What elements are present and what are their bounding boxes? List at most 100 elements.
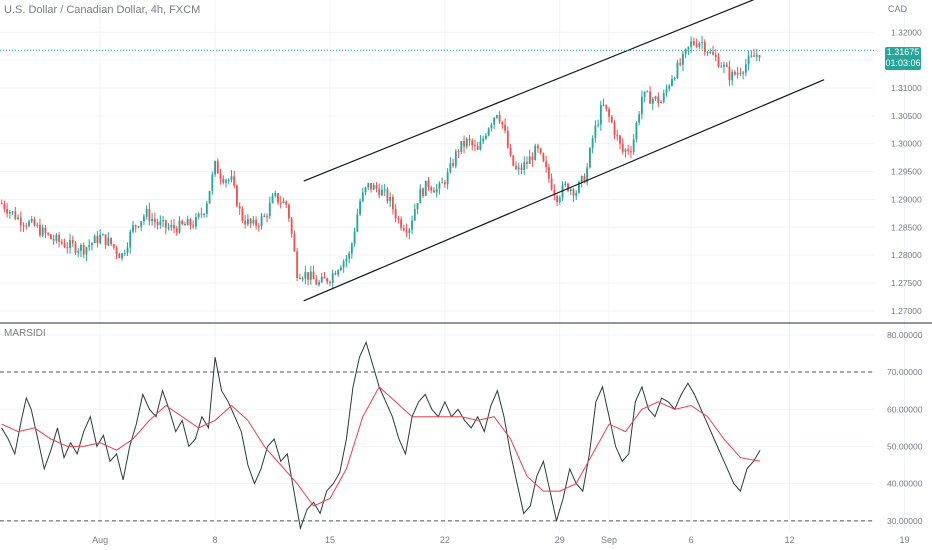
candle-body — [263, 215, 266, 217]
candle-body — [266, 215, 268, 217]
candle-body — [246, 218, 249, 225]
candle-body — [244, 220, 247, 225]
candle-body — [422, 188, 424, 196]
candle-body — [293, 233, 296, 252]
x-tick-label: 12 — [785, 535, 795, 545]
x-tick-label: 15 — [325, 535, 335, 545]
candle-body — [225, 180, 227, 183]
candle-body — [58, 235, 61, 242]
candle-body — [635, 122, 638, 140]
candle-body — [602, 104, 605, 106]
x-tick-label: 22 — [440, 535, 450, 545]
candle-body — [282, 201, 285, 203]
candle-body — [498, 115, 501, 122]
channel-lines — [303, 0, 825, 302]
x-tick-label: 6 — [689, 535, 694, 545]
candle-body — [476, 145, 479, 150]
candle-body — [205, 203, 208, 215]
candle-body — [288, 204, 290, 219]
candle-body — [170, 224, 173, 228]
chart-title: U.S. Dollar / Canadian Dollar, 4h, FXCM — [4, 4, 201, 16]
candle-body — [6, 208, 9, 214]
candle-body — [662, 93, 665, 102]
candle-body — [30, 218, 33, 222]
candle-body — [323, 276, 326, 279]
candle-body — [424, 180, 427, 196]
candle-body — [66, 247, 69, 249]
candle-body — [725, 64, 728, 67]
candle-body — [758, 55, 761, 58]
oscillator-axis: 80.00000 70.00000 60.00000 50.00000 40.00000… — [887, 330, 923, 526]
candle-body — [599, 105, 602, 125]
candle-body — [509, 147, 512, 156]
candle-body — [523, 162, 526, 171]
candle-body — [33, 218, 36, 226]
candle-body — [569, 189, 572, 192]
candle-body — [668, 85, 671, 89]
candle-body — [660, 101, 662, 104]
candle-body — [230, 176, 233, 180]
candle-body — [345, 258, 348, 262]
candle-body — [744, 64, 747, 73]
candle-body — [77, 250, 80, 253]
candle-body — [545, 161, 548, 168]
candle-body — [60, 241, 63, 244]
candle-body — [411, 220, 413, 230]
candle-body — [531, 156, 534, 161]
candle-body — [44, 227, 47, 234]
candle-body — [298, 277, 301, 279]
candle-body — [578, 181, 580, 193]
candle-body — [236, 185, 238, 207]
candle-body — [427, 180, 430, 188]
candle-body — [643, 91, 646, 97]
last-price-value: 1.31675 — [886, 47, 920, 57]
candle-body — [471, 140, 474, 146]
candle-body — [364, 187, 367, 193]
candle-body — [457, 151, 460, 153]
candle-body — [350, 243, 353, 254]
candle-body — [112, 244, 115, 248]
candle-body — [216, 161, 219, 174]
candle-body — [318, 282, 320, 285]
time-axis: Aug 8 15 22 29 Sep 6 12 19 — [92, 535, 909, 545]
candle-body — [591, 138, 594, 149]
candle-body — [41, 227, 44, 236]
candle-body — [49, 234, 52, 240]
candle-body — [39, 224, 41, 236]
x-tick-label: 8 — [213, 535, 218, 545]
candle-body — [400, 219, 403, 229]
candle-body — [162, 220, 165, 222]
candle-body — [728, 66, 731, 81]
candle-body — [69, 239, 71, 248]
candle-body — [460, 141, 463, 152]
candle-body — [189, 219, 192, 226]
price-tick-label: 1.30500 — [891, 111, 922, 121]
candle-body — [733, 71, 736, 75]
candle-body — [556, 195, 558, 203]
candle-body — [490, 124, 493, 129]
x-tick-label: Sep — [601, 535, 617, 545]
candle-body — [121, 253, 123, 259]
oscillator-series — [1, 340, 761, 531]
candle-body — [367, 183, 370, 188]
candle-body — [175, 228, 178, 233]
candle-body — [277, 193, 279, 203]
candle-body — [526, 162, 528, 164]
candle-body — [312, 271, 315, 280]
candle-body — [720, 66, 723, 68]
channel-line — [303, 79, 825, 302]
price-tick-label: 1.29000 — [891, 194, 922, 204]
candle-body — [665, 88, 668, 94]
candle-body — [164, 220, 167, 228]
candle-body — [8, 211, 11, 214]
candle-body — [3, 203, 6, 209]
candle-body — [356, 214, 359, 232]
candle-body — [0, 203, 3, 205]
candle-body — [96, 235, 99, 243]
candle-body — [359, 201, 361, 215]
candle-body — [657, 96, 660, 104]
candle-body — [110, 237, 113, 245]
candle-body — [296, 251, 299, 278]
candle-body — [28, 221, 30, 227]
